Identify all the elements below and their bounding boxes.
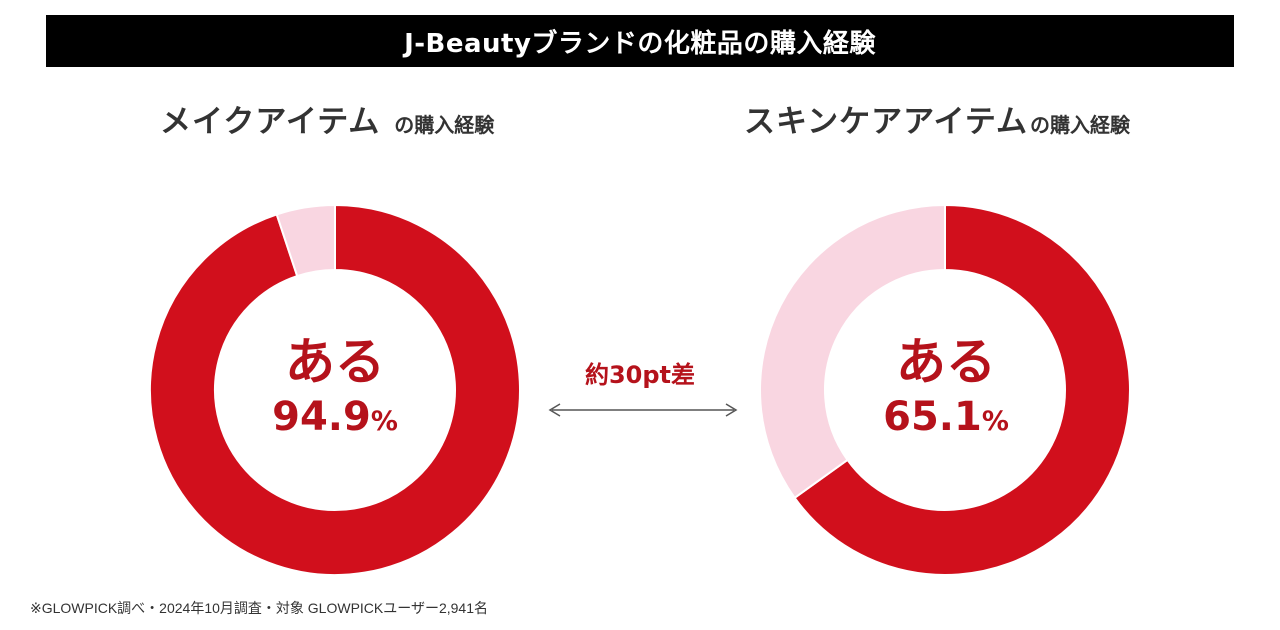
center-word: ある — [896, 333, 996, 391]
center-unit: % — [370, 406, 398, 437]
difference-arrow-left-head — [548, 403, 561, 417]
page-title: J-Beautyブランドの化粧品の購入経験 — [46, 15, 1234, 67]
donut-chart-makeup — [149, 203, 521, 576]
donut-chart-skincare — [759, 203, 1131, 576]
center-word: ある — [285, 333, 385, 391]
chart-heading-skincare: スキンケアアイテム の購入経験 — [744, 96, 1130, 140]
chart-heading-makeup: メイクアイテム の購入経験 — [160, 96, 494, 140]
donut-slice-yes — [793, 203, 1131, 576]
donut-slice-no — [275, 203, 336, 278]
difference-label: 約30pt差 — [584, 361, 696, 389]
donut-center-label-skincare: ある 65.1% — [826, 332, 1066, 442]
center-unit: % — [981, 406, 1009, 437]
center-value: 65.1 — [883, 394, 982, 440]
chart-heading-sub: の購入経験 — [1029, 113, 1130, 137]
donut-slice-no — [759, 203, 946, 500]
chart-heading-main: メイクアイテム — [160, 104, 381, 140]
center-value: 94.9 — [272, 394, 371, 440]
source-footnote: ※GLOWPICK調べ・2024年10月調査・対象 GLOWPICKユーザー2,… — [30, 600, 489, 616]
difference-arrow-right-head — [725, 403, 738, 417]
donut-center-label-makeup: ある 94.9% — [215, 332, 455, 442]
difference-arrow — [548, 403, 738, 417]
chart-heading-main: スキンケアアイテム — [744, 104, 1028, 140]
donut-slice-yes — [149, 203, 521, 576]
chart-heading-sub: の購入経験 — [394, 113, 495, 137]
